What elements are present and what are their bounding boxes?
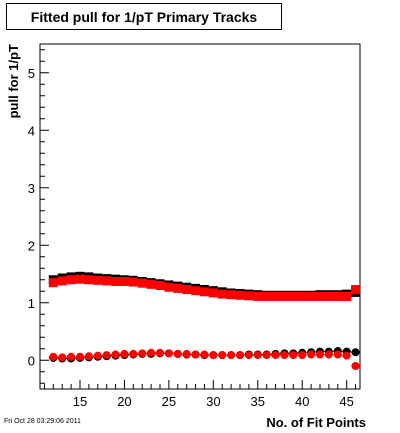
plot-frame [39, 43, 361, 390]
data-point-circle [289, 351, 298, 360]
data-point-circle [58, 353, 67, 362]
x-tick-label: 45 [339, 394, 353, 409]
data-point-circle [307, 350, 316, 359]
y-tick-label: 2 [28, 238, 35, 253]
data-point-circle [351, 348, 360, 357]
x-tick-label: 40 [295, 394, 309, 409]
data-point-square [279, 291, 289, 301]
data-point-circle [173, 349, 182, 358]
data-point-circle [227, 351, 236, 360]
data-point-square [342, 291, 352, 301]
data-point-square [128, 277, 138, 287]
data-point-circle [324, 350, 333, 359]
data-point-circle [253, 351, 262, 360]
x-tick-label: 15 [73, 394, 87, 409]
data-point-square [191, 286, 201, 296]
x-tick-label: 35 [251, 394, 265, 409]
data-point-square [315, 291, 325, 301]
data-point-square [111, 276, 121, 286]
data-point-circle [200, 350, 209, 359]
data-point-square [137, 278, 147, 288]
data-point-square [333, 291, 343, 301]
data-point-circle [218, 351, 227, 360]
data-point-circle [191, 350, 200, 359]
data-point-circle [67, 352, 76, 361]
data-point-circle [244, 351, 253, 360]
x-tick-label: 20 [117, 394, 131, 409]
x-tick-label: 30 [206, 394, 220, 409]
chart-title-box: Fitted pull for 1/pT Primary Tracks [6, 3, 282, 30]
data-point-square [48, 278, 58, 288]
data-point-circle [280, 351, 289, 360]
data-point-circle [333, 350, 342, 359]
data-point-square [182, 285, 192, 295]
data-point-square [199, 287, 209, 297]
data-point-square [271, 291, 281, 301]
data-point-circle [120, 349, 129, 358]
data-point-circle [182, 349, 191, 358]
data-point-square [57, 276, 67, 286]
data-point-square [226, 290, 236, 300]
data-point-square [155, 281, 165, 290]
data-point-circle [111, 350, 120, 359]
data-point-circle [76, 352, 84, 361]
data-point-square [244, 291, 254, 301]
data-point-circle [102, 351, 111, 360]
data-point-square [253, 291, 263, 301]
data-point-square [324, 291, 334, 301]
data-point-circle [298, 351, 307, 360]
data-point-square [164, 282, 174, 292]
x-tick-label: 25 [162, 394, 176, 409]
data-point-circle [156, 348, 164, 357]
data-point-circle [138, 349, 147, 358]
data-point-square [66, 275, 76, 285]
data-point-square [351, 285, 361, 295]
data-point-circle [262, 351, 271, 360]
data-point-circle [351, 362, 360, 370]
data-marks [48, 271, 361, 370]
data-point-circle [316, 350, 324, 359]
y-axis-label: pull for 1/pT [6, 44, 21, 118]
data-point-square [173, 283, 183, 293]
data-point-square [235, 290, 245, 300]
data-point-circle [93, 351, 102, 360]
data-point-square [288, 291, 298, 301]
chart-title: Fitted pull for 1/pT Primary Tracks [30, 9, 258, 25]
data-point-square [84, 275, 94, 285]
y-tick-label: 0 [28, 353, 35, 368]
data-point-square [306, 291, 316, 301]
data-point-circle [164, 349, 173, 358]
data-point-circle [84, 352, 93, 361]
data-point-square [297, 291, 307, 301]
y-tick-label: 4 [28, 123, 35, 138]
data-point-square [208, 288, 218, 298]
data-point-circle [342, 351, 351, 360]
data-point-square [102, 276, 112, 286]
data-point-circle [209, 351, 218, 360]
data-point-square [75, 274, 85, 284]
y-tick-label: 3 [28, 181, 35, 196]
data-point-circle [236, 351, 244, 360]
data-point-circle [129, 349, 138, 358]
data-point-square [93, 275, 103, 285]
data-point-square [217, 289, 227, 299]
timestamp-footer: Fri Oct 28 03:29:06 2011 [4, 418, 81, 425]
data-point-square [119, 276, 129, 286]
data-point-circle [147, 348, 156, 357]
y-tick-label: 1 [28, 296, 35, 311]
data-point-square [146, 279, 156, 289]
y-tick-label: 5 [28, 66, 35, 81]
data-point-square [262, 291, 272, 301]
x-axis-label: No. of Fit Points [266, 415, 366, 430]
data-point-circle [271, 351, 280, 360]
data-point-circle [49, 352, 58, 361]
